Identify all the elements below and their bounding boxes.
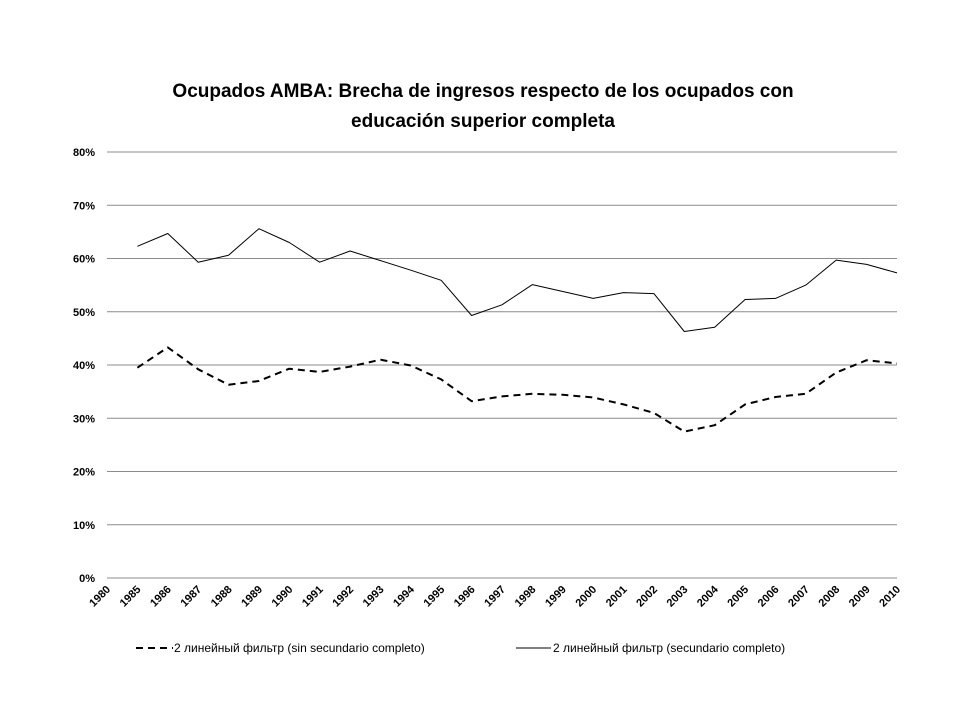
chart-title-line-1: Ocupados AMBA: Brecha de ingresos respec…	[172, 81, 793, 102]
legend-label-secundario: 2 линейный фильтр (secundario completo)	[553, 641, 785, 655]
y-tick-label: 30%	[73, 413, 95, 425]
y-axis-ticks: 0% 10% 20% 30% 40% 50% 60% 70% 80%	[73, 147, 95, 585]
y-tick-label: 40%	[73, 360, 95, 372]
series-lines	[136, 228, 898, 433]
series-line-2	[137, 228, 898, 332]
y-tick-label: 80%	[73, 147, 95, 159]
y-tick-label: 10%	[73, 520, 95, 532]
y-tick-label: 60%	[73, 254, 95, 266]
y-tick-label: 70%	[73, 200, 95, 212]
legend-label-sin-secundario: 2 линейный фильтр (sin secundario comple…	[174, 641, 425, 655]
y-tick-label: 50%	[73, 307, 95, 319]
chart-title-line-2: educación superior completa	[351, 111, 615, 132]
y-tick-label: 20%	[73, 467, 95, 479]
gridlines	[107, 151, 897, 579]
legend: 2 линейный фильтр (sin secundario comple…	[136, 641, 785, 655]
series-line-1	[136, 346, 898, 433]
y-tick-label: 0%	[79, 573, 95, 585]
